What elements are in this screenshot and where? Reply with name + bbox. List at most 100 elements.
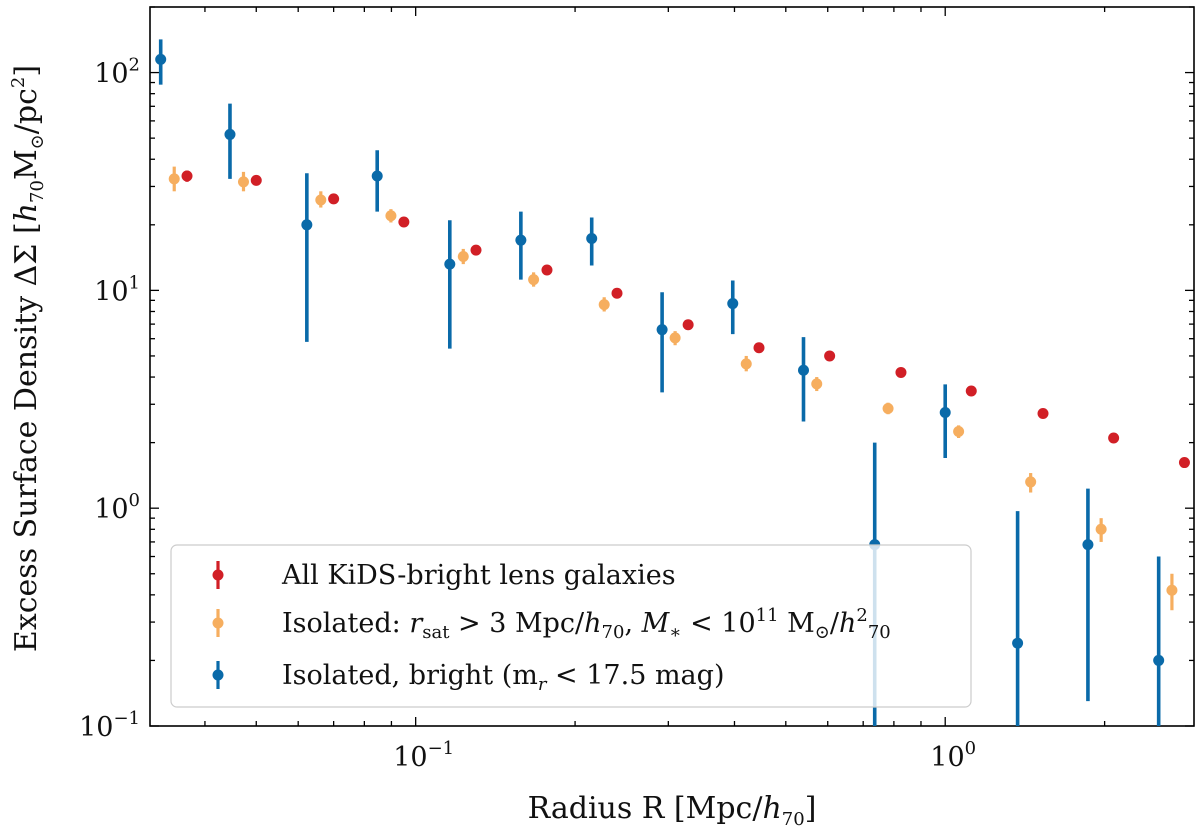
point-marker: [237, 176, 249, 188]
point-marker: [965, 385, 977, 397]
point-marker: [328, 193, 340, 205]
data-point: [224, 103, 236, 179]
point-marker: [811, 378, 823, 390]
y-tick-label: 100: [94, 490, 140, 525]
point-marker: [1166, 584, 1178, 596]
data-point: [1178, 457, 1190, 469]
x-tick-label: 100: [930, 738, 976, 773]
data-point: [301, 173, 313, 342]
data-point: [953, 425, 965, 439]
point-marker: [250, 174, 262, 186]
data-point: [515, 211, 527, 280]
data-point: [250, 174, 262, 186]
legend: All KiDS-bright lens galaxies Isolated: r…: [170, 544, 972, 708]
point-marker: [939, 406, 951, 418]
y-tick-label: 10−1: [79, 708, 140, 743]
point-marker: [598, 299, 610, 311]
point-marker: [586, 233, 598, 245]
point-marker: [1025, 476, 1037, 488]
point-marker: [882, 402, 894, 414]
legend-label-bright: Isolated, bright (mr < 17.5 mag): [282, 660, 724, 695]
data-point: [457, 248, 469, 265]
point-marker: [1012, 637, 1024, 649]
point-marker: [753, 342, 765, 354]
data-point: [740, 355, 752, 372]
point-marker: [895, 366, 907, 378]
point-marker: [953, 425, 965, 437]
data-point: [1025, 473, 1037, 493]
data-point: [798, 337, 810, 422]
data-point: [611, 287, 623, 299]
data-point: [598, 297, 610, 312]
data-point: [1037, 408, 1049, 420]
all-lens-series: [181, 170, 1190, 469]
data-point: [882, 402, 894, 415]
legend-marker: [212, 569, 224, 581]
legend-marker: [212, 617, 224, 629]
point-marker: [611, 287, 623, 299]
point-marker: [301, 219, 313, 231]
data-point: [1166, 573, 1178, 611]
point-marker: [1082, 539, 1094, 551]
data-point: [811, 377, 823, 392]
point-marker: [682, 319, 694, 331]
point-marker: [168, 173, 180, 185]
data-point: [824, 350, 836, 362]
point-marker: [656, 324, 668, 336]
x-axis-label: Radius R [Mpc/h70]: [528, 791, 817, 830]
point-marker: [1108, 432, 1120, 444]
data-point: [1108, 432, 1120, 444]
point-marker: [541, 264, 553, 276]
y-tick-label: 101: [94, 272, 140, 307]
point-marker: [798, 364, 810, 376]
data-point: [1153, 556, 1165, 726]
data-point: [385, 209, 397, 223]
legend-label-isolated: Isolated: rsat > 3 Mpc/h70, M∗ < 1011 M⊙…: [282, 605, 891, 643]
isolated-series: [168, 166, 1178, 611]
data-point: [1082, 488, 1094, 702]
data-point: [939, 384, 951, 458]
plot-area: [149, 6, 1195, 727]
data-point: [656, 292, 668, 393]
data-point: [753, 342, 765, 354]
plot-frame: [149, 6, 1195, 727]
data-point: [155, 39, 167, 85]
point-marker: [315, 194, 327, 206]
data-point: [1095, 518, 1107, 542]
point-marker: [727, 298, 739, 310]
legend-marker: [212, 669, 224, 681]
data-point: [470, 244, 482, 256]
data-point: [682, 319, 694, 331]
point-marker: [669, 332, 681, 344]
data-point: [727, 280, 739, 335]
data-point: [586, 217, 598, 266]
legend-box: [170, 544, 972, 708]
data-point: [398, 216, 410, 228]
point-marker: [470, 244, 482, 256]
point-marker: [181, 170, 193, 182]
point-marker: [1153, 654, 1165, 666]
point-marker: [528, 274, 540, 286]
data-point: [237, 171, 249, 192]
point-marker: [1095, 523, 1107, 535]
data-point: [168, 166, 180, 192]
data-point: [541, 264, 553, 276]
data-point: [444, 220, 456, 349]
data-point: [965, 385, 977, 397]
point-marker: [155, 53, 167, 65]
legend-label-all: All KiDS-bright lens galaxies: [281, 560, 676, 591]
data-point: [315, 191, 327, 208]
point-marker: [515, 234, 527, 246]
y-axis-label: Excess Surface Density ΔΣ [h70M⊙/pc2]: [8, 65, 48, 652]
point-marker: [385, 210, 397, 222]
point-marker: [398, 216, 410, 228]
axis-tick-labels: 10−1 100 10−1 100 101 102: [79, 55, 976, 773]
point-marker: [457, 251, 469, 263]
data-point: [1012, 511, 1024, 726]
x-tick-label: 10−1: [393, 738, 454, 773]
point-marker: [224, 128, 236, 140]
data-point: [669, 331, 681, 346]
data-point: [181, 170, 193, 182]
point-marker: [824, 350, 836, 362]
